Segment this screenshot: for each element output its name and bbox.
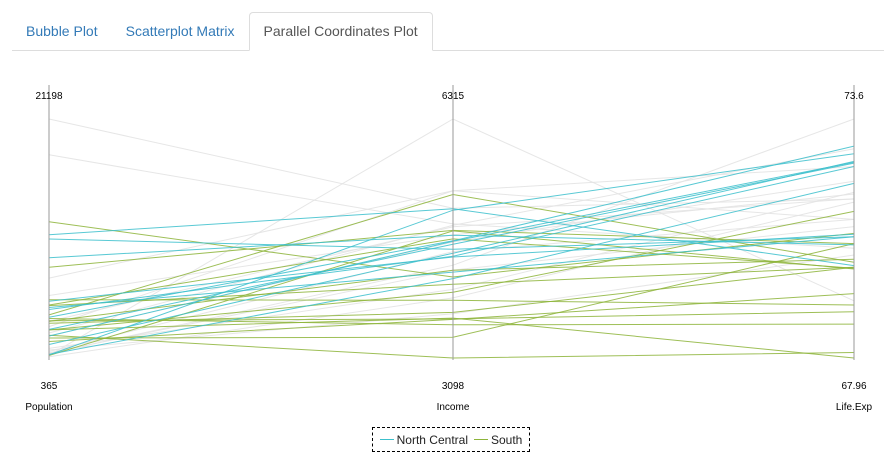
- parallel-coordinates-chart: 21198 365 Population 6315 3098 Income 73…: [0, 60, 891, 465]
- axis-population-max-label: 21198: [35, 91, 63, 102]
- axis-income-name: Income: [437, 402, 470, 413]
- chart-svg: 21198 365 Population 6315 3098 Income 73…: [25, 85, 873, 413]
- polyline-other-12: [48, 198, 855, 322]
- axis-lifeexp-name: Life.Exp: [836, 402, 873, 413]
- legend-item-south[interactable]: South: [474, 433, 522, 447]
- axis-population-name: Population: [25, 402, 72, 413]
- south-lines-group: [48, 193, 855, 359]
- tab-bar: Bubble Plot Scatterplot Matrix Parallel …: [12, 12, 884, 51]
- polyline-other-3: [48, 190, 855, 279]
- legend-line-swatch: [474, 439, 488, 440]
- north-central-lines-group: [48, 145, 855, 356]
- legend-label-north-central: North Central: [396, 432, 468, 447]
- polyline-other-4: [48, 254, 855, 351]
- axis-lifeexp-max-label: 73.6: [844, 91, 864, 102]
- axis-income-min-label: 3098: [442, 381, 465, 392]
- legend-line-swatch: [379, 439, 394, 440]
- tab-bubble-plot[interactable]: Bubble Plot: [26, 23, 98, 39]
- tab-scatterplot-matrix[interactable]: Scatterplot Matrix: [125, 23, 235, 39]
- axis-lifeexp-min-label: 67.96: [841, 381, 866, 392]
- polyline-north-central-8: [48, 160, 855, 345]
- axis-population-min-label: 365: [41, 381, 58, 392]
- chart-legend: North Central South: [372, 427, 530, 452]
- axis-income-max-label: 6315: [442, 91, 465, 102]
- legend-item-north-central[interactable]: North Central: [379, 432, 468, 447]
- tab-parallel-coordinates-plot[interactable]: Parallel Coordinates Plot: [248, 12, 433, 51]
- legend-label-south: South: [491, 432, 523, 447]
- polyline-south-7: [48, 266, 855, 324]
